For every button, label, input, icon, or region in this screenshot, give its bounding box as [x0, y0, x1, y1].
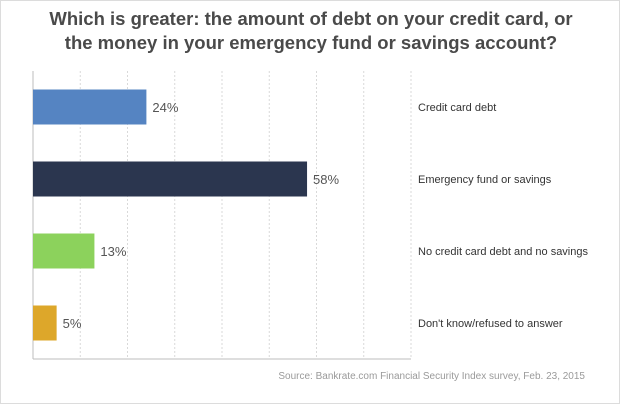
chart-title-line-2: the money in your emergency fund or savi…	[64, 32, 558, 53]
bar-value-label: 13%	[100, 244, 126, 259]
category-label: Credit card debt	[418, 102, 496, 114]
bar	[33, 305, 57, 341]
category-label: No credit card debt and no savings	[418, 246, 588, 258]
bar-value-label: 5%	[63, 316, 82, 331]
source-note: Source: Bankrate.com Financial Security …	[278, 371, 585, 382]
bar-value-label: 58%	[313, 172, 339, 187]
bar-value-label: 24%	[152, 100, 178, 115]
bar	[33, 89, 147, 125]
chart-title-line-1: Which is greater: the amount of debt on …	[49, 8, 573, 29]
bar	[33, 233, 95, 269]
category-label: Don't know/refused to answer	[418, 318, 563, 330]
bar	[33, 161, 308, 197]
chart-title: Which is greater: the amount of debt on …	[11, 7, 611, 55]
category-label: Emergency fund or savings	[418, 174, 552, 186]
